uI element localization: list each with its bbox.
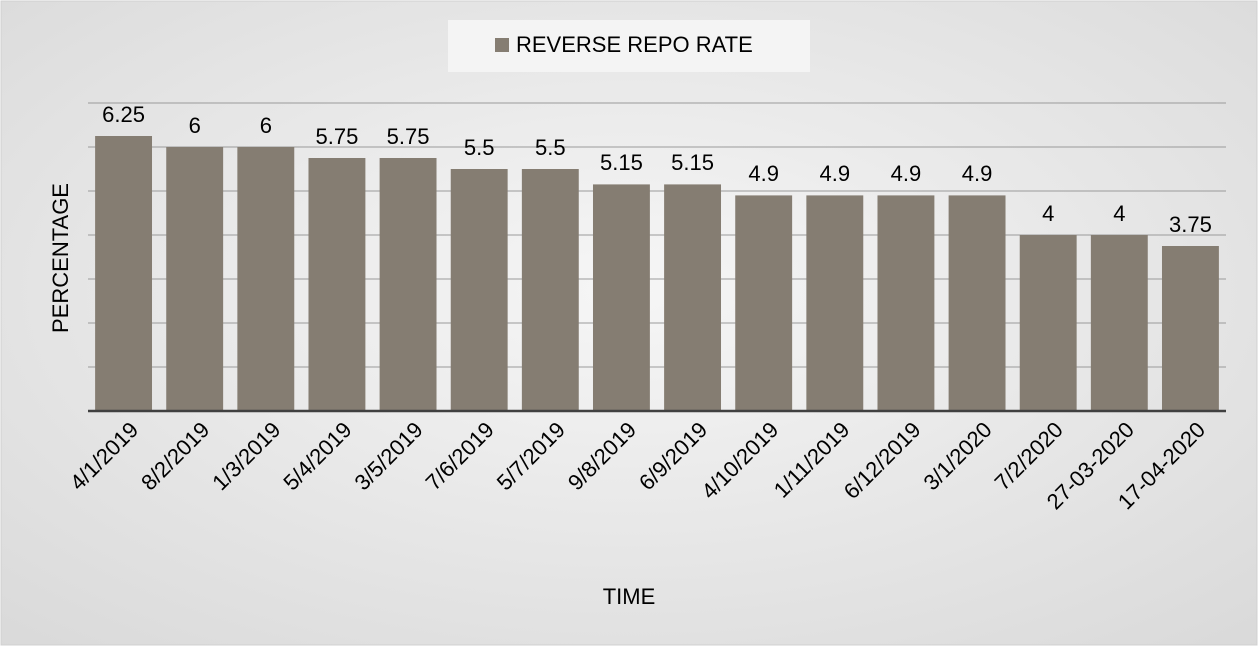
bar	[664, 184, 722, 411]
data-label: 5.15	[600, 150, 643, 175]
data-label: 5.5	[535, 135, 566, 160]
bar	[592, 184, 650, 411]
data-label: 5.75	[316, 124, 359, 149]
data-label: 3.75	[1169, 212, 1212, 237]
data-label: 4.9	[748, 161, 779, 186]
bar	[806, 195, 864, 411]
bar	[95, 136, 153, 411]
bar	[948, 195, 1006, 411]
y-axis-title: PERCENTAGE	[48, 183, 73, 333]
bar	[308, 158, 366, 411]
data-label: 5.75	[387, 124, 430, 149]
bar	[877, 195, 935, 411]
data-label: 4	[1113, 201, 1125, 226]
legend-swatch	[495, 38, 509, 52]
data-label: 6.25	[102, 102, 145, 127]
bar	[237, 147, 295, 411]
data-label: 5.15	[671, 150, 714, 175]
legend-label: REVERSE REPO RATE	[516, 32, 753, 57]
bar	[1161, 246, 1219, 411]
bar	[1019, 235, 1077, 411]
bar	[379, 158, 437, 411]
data-label: 6	[189, 113, 201, 138]
bar	[735, 195, 793, 411]
bar	[1090, 235, 1148, 411]
bar	[521, 169, 579, 411]
data-label: 4.9	[962, 161, 993, 186]
bar	[166, 147, 224, 411]
data-label: 4.9	[891, 161, 922, 186]
data-label: 5.5	[464, 135, 495, 160]
x-axis-title: TIME	[603, 584, 656, 609]
data-label: 4.9	[820, 161, 851, 186]
data-label: 4	[1042, 201, 1054, 226]
bar	[450, 169, 508, 411]
data-label: 6	[260, 113, 272, 138]
